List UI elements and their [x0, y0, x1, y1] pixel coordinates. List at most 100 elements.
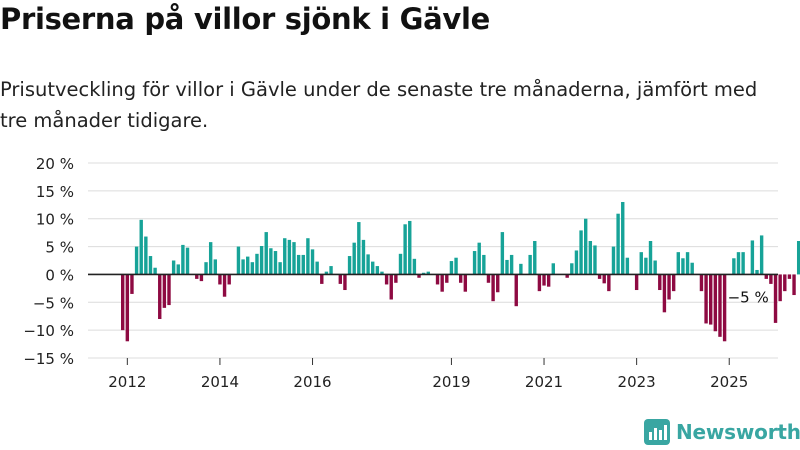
bar [625, 257, 630, 275]
bars [121, 202, 800, 342]
bar [278, 262, 282, 275]
bar [287, 239, 292, 275]
bar [542, 274, 546, 286]
bar [296, 254, 301, 275]
bar [227, 274, 231, 285]
bar [588, 241, 593, 275]
bar [320, 274, 324, 284]
bar [125, 274, 130, 342]
bar [449, 261, 454, 275]
bar [505, 259, 509, 275]
bar [403, 224, 407, 275]
newsworthy-logo: Newsworthy [644, 419, 800, 445]
bar [718, 274, 722, 337]
bar [134, 246, 139, 275]
y-tick-label: 15 % [36, 183, 74, 201]
bar [343, 274, 347, 291]
bar [338, 274, 343, 284]
bar [241, 259, 245, 275]
x-tick-label: 2025 [710, 373, 748, 391]
bar [477, 242, 481, 275]
bar [519, 263, 523, 275]
bar [440, 274, 444, 292]
bar [408, 220, 412, 275]
bar [426, 271, 430, 275]
y-tick-label: 20 % [36, 155, 74, 173]
bar [713, 274, 718, 332]
bar [259, 246, 264, 275]
bar [269, 248, 273, 275]
bar [509, 254, 514, 275]
y-tick-label: 10 % [36, 211, 74, 229]
bar [472, 251, 477, 275]
bar [722, 274, 727, 342]
bar [685, 252, 690, 275]
bar [792, 274, 796, 296]
bar [176, 264, 180, 275]
bar [148, 256, 153, 275]
bar [759, 235, 764, 275]
bar [796, 241, 800, 275]
bar [486, 274, 491, 283]
bar [361, 239, 366, 275]
bar [394, 274, 398, 283]
bar [671, 274, 676, 292]
bar [537, 274, 542, 292]
bar [750, 240, 755, 275]
bar [565, 274, 569, 278]
bar [301, 254, 305, 275]
bar [185, 247, 190, 275]
bar [648, 241, 653, 275]
y-tick-label: −10 % [23, 322, 74, 340]
bar [658, 274, 662, 291]
x-tick-label: 2012 [108, 373, 146, 391]
bar [213, 259, 217, 275]
y-tick-label: 0 % [45, 266, 74, 284]
newsworthy-logo-text: Newsworthy [676, 420, 800, 444]
bar [732, 258, 736, 275]
grid-lines [88, 162, 778, 359]
bar [546, 274, 551, 287]
bar [324, 271, 329, 275]
x-tick-label: 2014 [201, 373, 239, 391]
bar [639, 252, 643, 275]
bar [773, 274, 778, 323]
bar [153, 267, 157, 275]
bar [199, 274, 204, 282]
bar [250, 262, 255, 275]
x-axis: 2012 2014 2016 2019 2021 2023 2025 [108, 358, 748, 391]
bar [357, 222, 361, 275]
bar [445, 274, 449, 283]
bar [574, 250, 579, 275]
bar [366, 254, 370, 275]
bar [454, 257, 458, 275]
y-axis-tick-labels: −15 % −10 % −5 % 0 % 5 % 10 % 15 % 20 % [23, 155, 74, 368]
bar [384, 274, 389, 285]
bar [389, 274, 393, 300]
bar [570, 263, 574, 275]
bar [699, 274, 704, 292]
bar [704, 274, 708, 324]
y-tick-label: 5 % [45, 239, 74, 257]
chart-title: Priserna på villor sjönk i Gävle [0, 2, 490, 36]
bar [634, 274, 639, 291]
bar [496, 274, 500, 293]
bar [681, 258, 685, 275]
bar [347, 256, 352, 275]
bar [676, 252, 680, 275]
y-tick-label: −15 % [23, 350, 74, 368]
bar [121, 274, 125, 331]
bar [236, 246, 241, 275]
bar [463, 274, 468, 292]
bar [579, 230, 583, 275]
bar [417, 274, 421, 278]
bar [597, 274, 602, 279]
bar [195, 274, 199, 279]
y-tick-label: −5 % [33, 294, 74, 312]
bar [690, 262, 694, 275]
bar [292, 242, 296, 275]
bar [352, 242, 356, 275]
bar [500, 232, 505, 275]
chart-subtitle: Prisutveckling för villor i Gävle under … [0, 78, 758, 132]
